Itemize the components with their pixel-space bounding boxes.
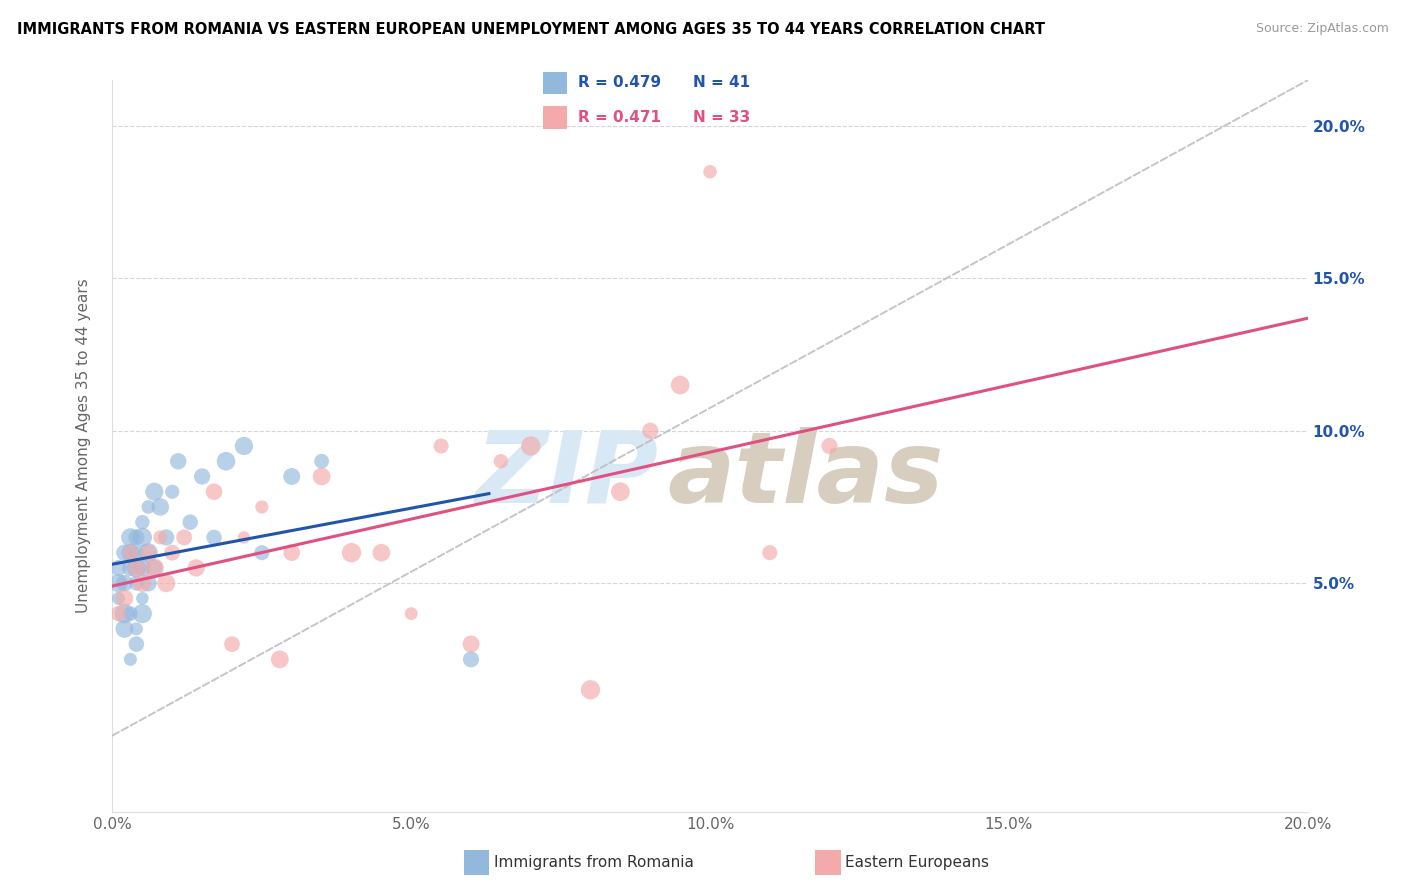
Point <box>107 576 129 591</box>
Point <box>120 546 142 560</box>
Point <box>125 637 148 651</box>
Point <box>340 546 363 560</box>
Point <box>138 546 160 560</box>
Point <box>370 546 392 560</box>
Text: N = 41: N = 41 <box>693 76 751 90</box>
Point <box>120 652 142 666</box>
Point <box>125 561 148 575</box>
Point <box>120 607 142 621</box>
Point <box>114 546 135 560</box>
Point <box>155 576 177 591</box>
Point <box>167 454 190 468</box>
Point <box>125 622 148 636</box>
Point <box>143 561 166 575</box>
Point <box>125 546 148 560</box>
FancyBboxPatch shape <box>543 106 567 129</box>
Point <box>250 546 273 560</box>
Point <box>143 561 166 575</box>
Point <box>155 530 177 544</box>
Point <box>138 546 160 560</box>
Point <box>401 607 423 621</box>
Point <box>125 576 148 591</box>
Point <box>162 484 183 499</box>
Point <box>149 500 172 514</box>
Text: R = 0.471: R = 0.471 <box>578 111 661 125</box>
Point <box>430 439 453 453</box>
Point <box>114 607 135 621</box>
Text: N = 33: N = 33 <box>693 111 751 125</box>
Point <box>202 530 225 544</box>
Y-axis label: Unemployment Among Ages 35 to 44 years: Unemployment Among Ages 35 to 44 years <box>76 278 91 614</box>
Text: IMMIGRANTS FROM ROMANIA VS EASTERN EUROPEAN UNEMPLOYMENT AMONG AGES 35 TO 44 YEA: IMMIGRANTS FROM ROMANIA VS EASTERN EUROP… <box>17 22 1045 37</box>
Point <box>131 607 153 621</box>
Point <box>120 546 142 560</box>
Point <box>520 439 543 453</box>
Point <box>149 530 172 544</box>
Point <box>120 530 142 544</box>
Text: Eastern Europeans: Eastern Europeans <box>845 855 988 870</box>
Point <box>640 424 662 438</box>
Point <box>138 576 160 591</box>
Point <box>162 546 183 560</box>
Point <box>107 591 129 606</box>
FancyBboxPatch shape <box>543 71 567 95</box>
Point <box>818 439 841 453</box>
Point <box>281 469 304 483</box>
Point <box>233 530 256 544</box>
Text: Immigrants from Romania: Immigrants from Romania <box>494 855 693 870</box>
Point <box>131 576 153 591</box>
Point <box>221 637 243 651</box>
Point <box>131 515 153 529</box>
Point <box>131 561 153 575</box>
Point <box>125 561 148 575</box>
Point <box>759 546 782 560</box>
Point <box>186 561 208 575</box>
Point <box>114 622 135 636</box>
Point <box>191 469 214 483</box>
Point <box>460 652 482 666</box>
Point <box>107 607 129 621</box>
Point <box>669 378 692 392</box>
Point <box>125 530 148 544</box>
Text: Source: ZipAtlas.com: Source: ZipAtlas.com <box>1256 22 1389 36</box>
Text: ZIP: ZIP <box>475 426 658 524</box>
Point <box>131 591 153 606</box>
Text: R = 0.479: R = 0.479 <box>578 76 661 90</box>
Point <box>143 484 166 499</box>
Text: atlas: atlas <box>668 426 943 524</box>
Point <box>202 484 225 499</box>
Point <box>114 576 135 591</box>
Point <box>173 530 195 544</box>
Point <box>489 454 512 468</box>
Point <box>233 439 256 453</box>
Point <box>114 591 135 606</box>
Point <box>215 454 238 468</box>
Point <box>579 682 602 697</box>
Point <box>179 515 201 529</box>
Point <box>699 164 721 178</box>
Point <box>311 469 333 483</box>
Point <box>460 637 482 651</box>
Point <box>269 652 291 666</box>
Point <box>138 500 160 514</box>
Point <box>311 454 333 468</box>
Point <box>609 484 631 499</box>
Point <box>131 530 153 544</box>
Point <box>250 500 273 514</box>
Point <box>120 561 142 575</box>
Point <box>281 546 304 560</box>
Point <box>107 561 129 575</box>
